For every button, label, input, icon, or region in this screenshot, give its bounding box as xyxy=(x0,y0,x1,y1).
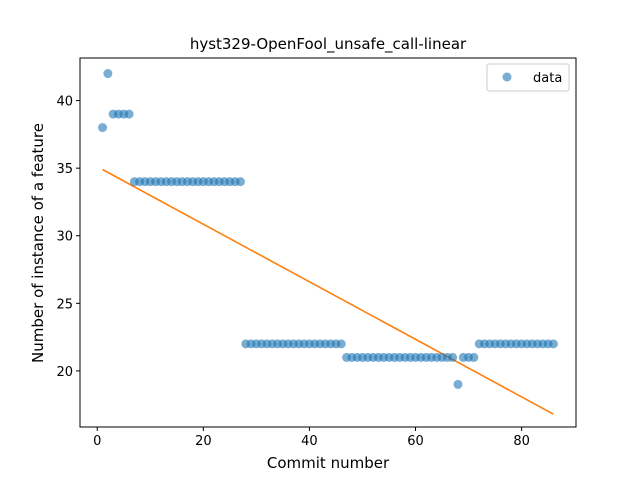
y-tick-label: 40 xyxy=(56,95,73,110)
axes-frame xyxy=(79,57,577,428)
data-point xyxy=(336,339,346,349)
y-tick-label: 30 xyxy=(56,230,73,245)
x-tick-label: 20 xyxy=(195,434,212,449)
axes: 0 20 40 60 80 20 25 30 35 40 xyxy=(56,57,577,449)
data-point xyxy=(98,123,108,133)
data-point xyxy=(453,379,463,389)
legend: data xyxy=(486,63,570,92)
y-axis-label: Number of instance of a feature xyxy=(29,123,47,363)
y-tick-label: 25 xyxy=(56,297,73,312)
chart-title: hyst329-OpenFool_unsafe_call-linear xyxy=(190,35,467,54)
x-tick-label: 0 xyxy=(93,434,101,449)
legend-frame xyxy=(486,63,570,92)
y-tick-label: 20 xyxy=(56,365,73,380)
data-point xyxy=(103,69,113,79)
x-tick-label: 40 xyxy=(301,434,318,449)
data-point xyxy=(469,352,479,362)
legend-marker-data xyxy=(502,72,512,82)
data-point xyxy=(124,109,134,119)
y-tick-label: 35 xyxy=(56,162,73,177)
data-point xyxy=(235,177,245,187)
fit-line xyxy=(102,168,554,415)
x-axis-label: Commit number xyxy=(267,454,390,472)
legend-label-data: data xyxy=(533,71,562,86)
data-point xyxy=(548,339,558,349)
plot-area xyxy=(98,69,558,415)
x-tick-label: 80 xyxy=(513,434,530,449)
data-point xyxy=(448,352,458,362)
x-tick-label: 60 xyxy=(407,434,424,449)
